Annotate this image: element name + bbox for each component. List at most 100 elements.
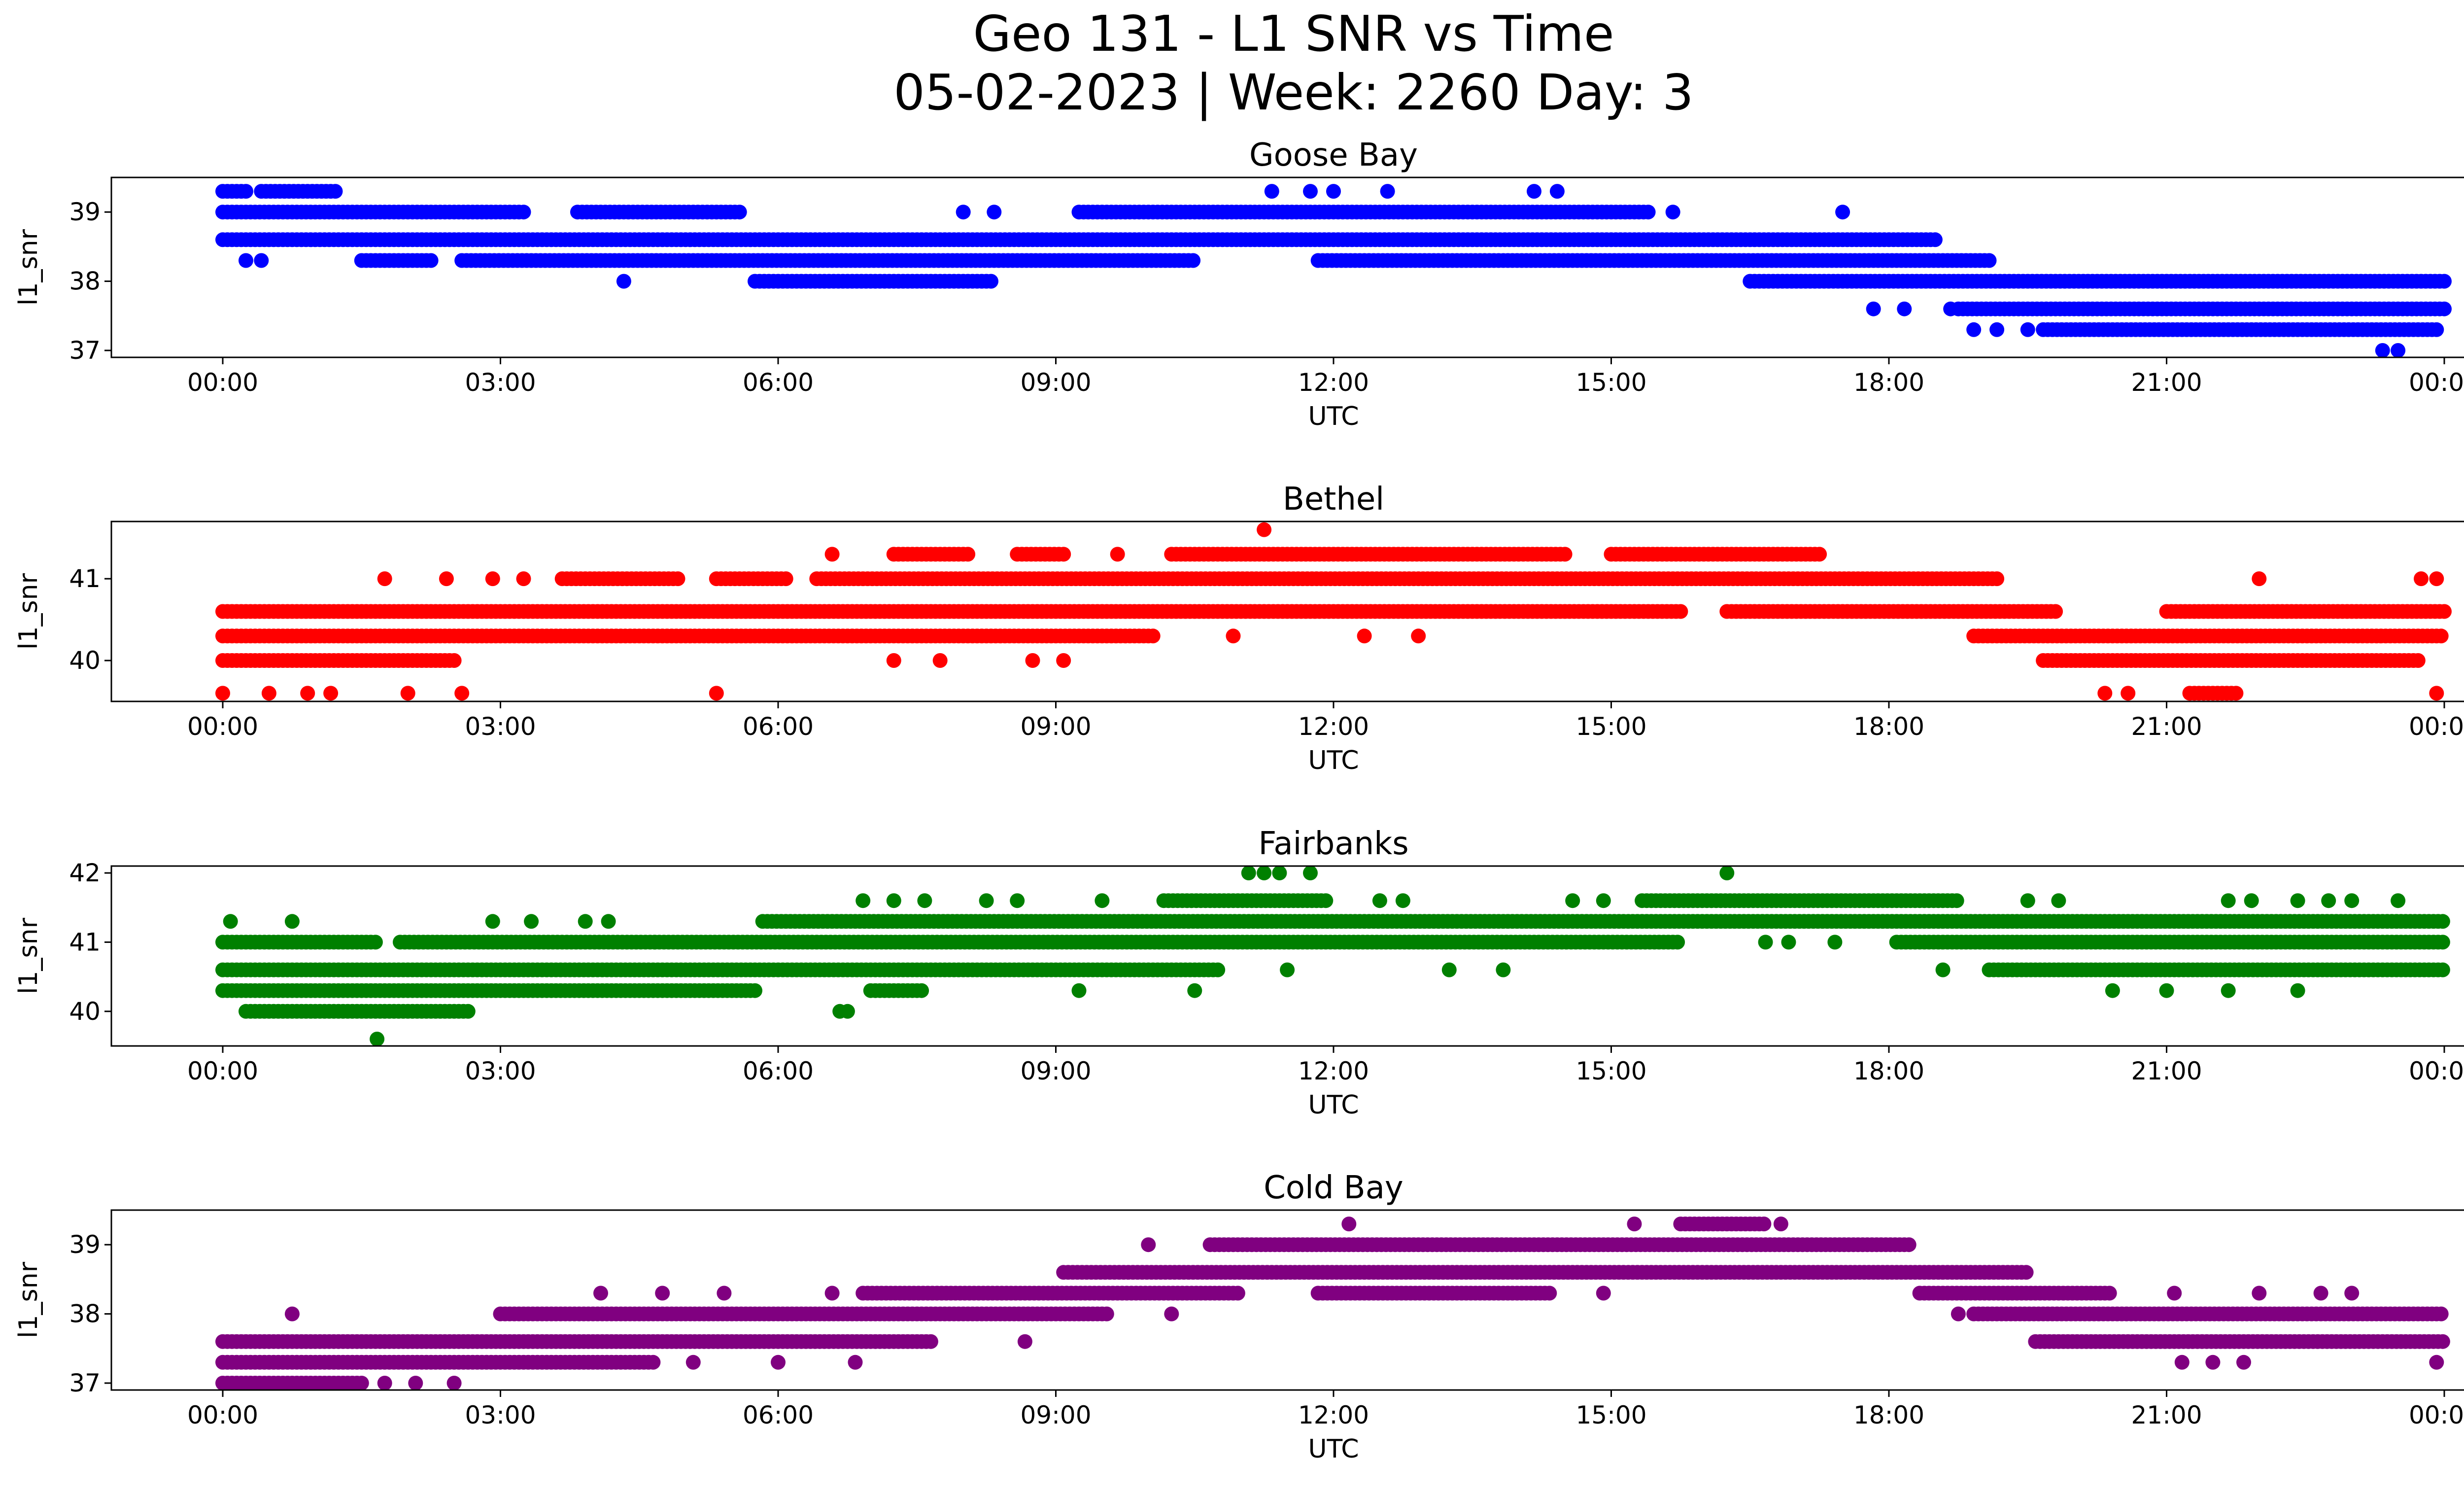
series-points bbox=[215, 522, 2452, 701]
x-axis-label: UTC bbox=[1308, 402, 1359, 431]
data-point bbox=[1565, 893, 1580, 908]
data-point bbox=[1665, 205, 1680, 220]
x-tick-label: 18:00 bbox=[1853, 1057, 1924, 1085]
data-point bbox=[1186, 253, 1201, 268]
x-tick-label: 09:00 bbox=[1020, 1057, 1091, 1085]
x-tick-label: 15:00 bbox=[1575, 1057, 1646, 1085]
data-point bbox=[1542, 1286, 1557, 1301]
x-tick-label: 12:00 bbox=[1298, 712, 1369, 741]
x-tick-label: 00:00 bbox=[187, 712, 258, 741]
x-tick-label: 00:00 bbox=[2409, 368, 2464, 397]
y-tick-label: 40 bbox=[69, 646, 101, 675]
subplot-title: Goose Bay bbox=[1249, 137, 1418, 174]
data-point bbox=[261, 686, 276, 701]
data-point bbox=[956, 205, 971, 220]
data-point bbox=[368, 935, 383, 950]
data-point bbox=[2244, 893, 2259, 908]
data-point bbox=[1673, 604, 1688, 619]
series-points bbox=[215, 866, 2450, 1046]
data-point bbox=[979, 893, 994, 908]
x-tick-label: 06:00 bbox=[743, 712, 814, 741]
data-point bbox=[1187, 983, 1202, 998]
data-point bbox=[778, 571, 793, 587]
data-point bbox=[2020, 322, 2035, 337]
data-point bbox=[1812, 547, 1827, 562]
figure-title-line1: Geo 131 - L1 SNR vs Time bbox=[973, 5, 1614, 63]
data-point bbox=[1056, 547, 1071, 562]
x-tick-label: 09:00 bbox=[1020, 368, 1091, 397]
data-point bbox=[917, 893, 932, 908]
data-point bbox=[1303, 866, 1318, 880]
data-point bbox=[1966, 322, 1982, 337]
data-point bbox=[1527, 184, 1541, 199]
data-point bbox=[2020, 893, 2035, 908]
data-point bbox=[2228, 686, 2244, 701]
y-tick-label: 38 bbox=[69, 267, 101, 296]
data-point bbox=[616, 274, 631, 289]
data-point bbox=[1145, 628, 1161, 644]
data-point bbox=[1827, 935, 1843, 950]
x-tick-label: 00:00 bbox=[2409, 712, 2464, 741]
data-point bbox=[2344, 893, 2360, 908]
data-point bbox=[223, 914, 238, 929]
data-point bbox=[2221, 983, 2236, 998]
x-tick-label: 18:00 bbox=[1853, 712, 1924, 741]
data-point bbox=[1897, 301, 1912, 316]
data-point bbox=[1935, 962, 1951, 977]
data-point bbox=[1989, 322, 2005, 337]
y-axis-label: l1_snr bbox=[14, 229, 43, 306]
data-point bbox=[1318, 893, 1334, 908]
data-point bbox=[748, 983, 762, 998]
x-axis-label: UTC bbox=[1308, 1090, 1359, 1120]
data-point bbox=[516, 571, 531, 587]
x-tick-label: 12:00 bbox=[1298, 1057, 1369, 1085]
data-point bbox=[2221, 893, 2236, 908]
data-point bbox=[2433, 628, 2449, 644]
y-tick-label: 41 bbox=[69, 564, 101, 593]
x-tick-label: 00:00 bbox=[187, 1057, 258, 1085]
data-point bbox=[2019, 1265, 2034, 1280]
data-point bbox=[1025, 653, 1040, 668]
data-point bbox=[2102, 1286, 2117, 1301]
data-point bbox=[400, 686, 415, 701]
data-point bbox=[254, 253, 269, 268]
data-point bbox=[284, 914, 300, 929]
data-point bbox=[1326, 184, 1341, 199]
data-point bbox=[1670, 935, 1685, 950]
data-point bbox=[2435, 935, 2450, 950]
data-point bbox=[2391, 893, 2406, 908]
data-point bbox=[709, 686, 724, 701]
data-point bbox=[1095, 893, 1110, 908]
data-point bbox=[2437, 301, 2452, 316]
data-point bbox=[2437, 604, 2452, 619]
data-point bbox=[886, 653, 901, 668]
y-tick-label: 41 bbox=[69, 928, 101, 956]
data-point bbox=[1357, 628, 1372, 644]
data-point bbox=[1257, 866, 1272, 880]
data-point bbox=[1758, 935, 1773, 950]
data-point bbox=[1866, 301, 1881, 316]
x-tick-label: 00:00 bbox=[2409, 1057, 2464, 1085]
data-point bbox=[1927, 232, 1943, 247]
data-point bbox=[1641, 205, 1656, 220]
data-point bbox=[2429, 571, 2444, 587]
x-tick-label: 21:00 bbox=[2131, 1057, 2202, 1085]
data-point bbox=[1210, 962, 1226, 977]
data-point bbox=[960, 547, 976, 562]
data-point bbox=[1781, 935, 1796, 950]
series-points bbox=[215, 184, 2452, 357]
x-tick-label: 21:00 bbox=[2131, 712, 2202, 741]
data-point bbox=[1056, 653, 1071, 668]
data-point bbox=[1226, 628, 1241, 644]
data-point bbox=[2437, 274, 2452, 289]
figure-title-line2: 05-02-2023 | Week: 2260 Day: 3 bbox=[893, 64, 1693, 121]
data-point bbox=[370, 1032, 385, 1046]
data-point bbox=[1280, 962, 1295, 977]
data-point bbox=[1719, 866, 1735, 880]
data-point bbox=[1441, 962, 1457, 977]
x-axis-label: UTC bbox=[1308, 746, 1359, 775]
data-point bbox=[1943, 301, 1958, 316]
data-point bbox=[485, 571, 500, 587]
